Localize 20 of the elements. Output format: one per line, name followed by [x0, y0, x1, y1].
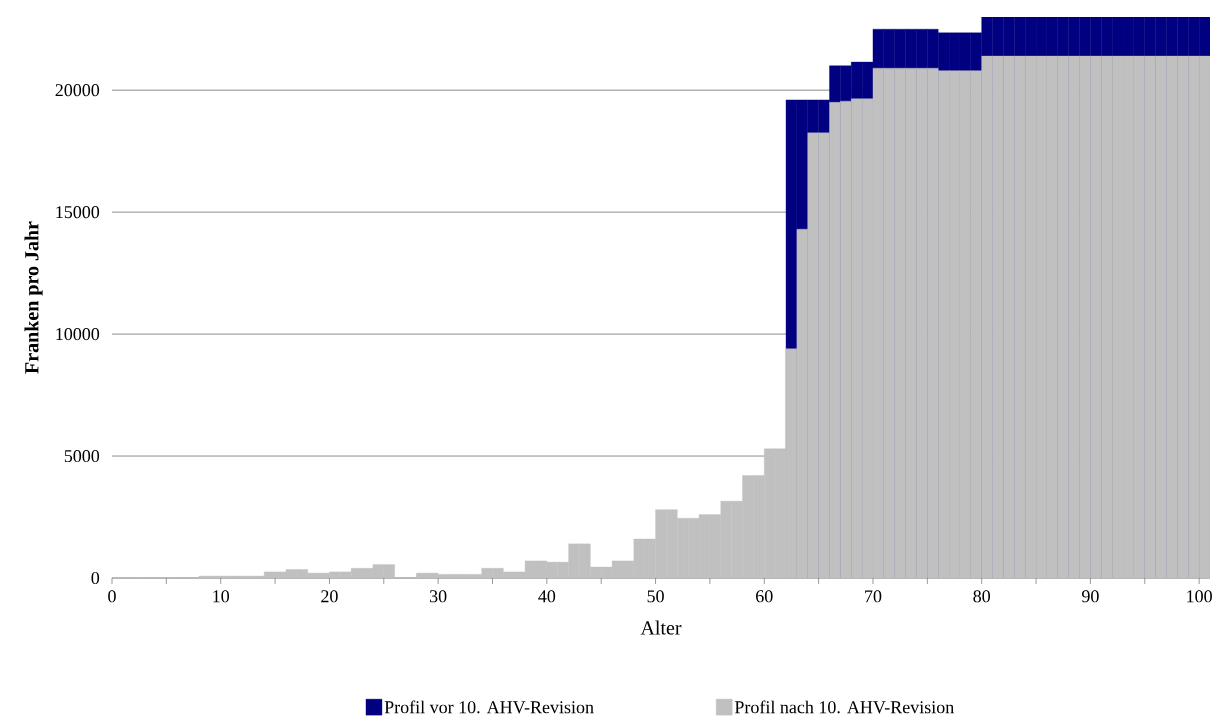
- x-tick-label: 40: [538, 590, 556, 603]
- legend-label: Profil nach 10. AHV-Revision: [734, 700, 954, 714]
- y-tick-label: 5000: [64, 449, 100, 463]
- x-axis-title: Alter: [640, 620, 682, 635]
- x-tick-label: 10: [213, 590, 230, 603]
- y-tick-label: 15000: [56, 206, 100, 219]
- x-tick-label: 30: [430, 590, 447, 603]
- x-tick-label: 60: [756, 590, 773, 603]
- x-tick-label: 20: [321, 590, 338, 603]
- y-tick-label: 20000: [55, 84, 100, 97]
- x-tick-label: 50: [647, 590, 664, 603]
- y-tick-label: 0: [91, 571, 100, 585]
- x-tick-label: 80: [973, 590, 991, 603]
- x-tick-label: 100: [1187, 590, 1212, 603]
- y-axis-title: Franken pro Jahr: [24, 221, 43, 374]
- x-tick-label: 90: [1081, 590, 1099, 603]
- x-tick-label: 70: [865, 590, 882, 603]
- y-tick-label: 10000: [56, 328, 100, 341]
- x-tick-label: 0: [108, 590, 116, 603]
- legend-label: Profil vor 10. AHV-Revision: [384, 700, 594, 714]
